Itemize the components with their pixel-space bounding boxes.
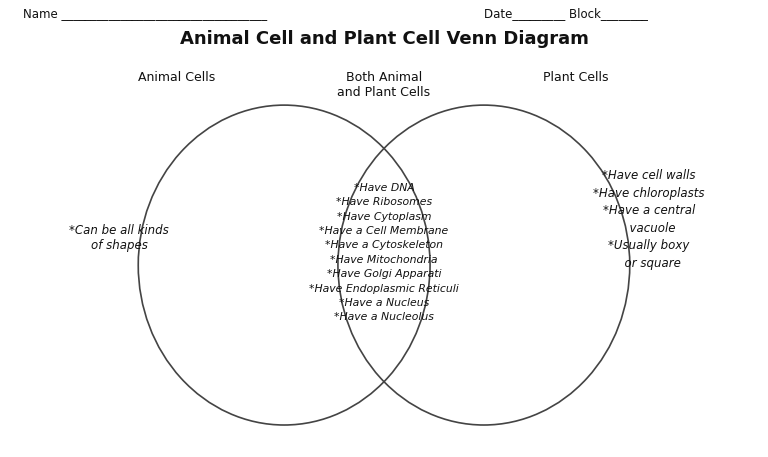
- Text: Plant Cells: Plant Cells: [543, 71, 609, 84]
- Text: *Can be all kinds
of shapes: *Can be all kinds of shapes: [69, 223, 169, 252]
- Text: Animal Cell and Plant Cell Venn Diagram: Animal Cell and Plant Cell Venn Diagram: [180, 30, 588, 48]
- Text: Both Animal
and Plant Cells: Both Animal and Plant Cells: [337, 71, 431, 99]
- Text: Date_________ Block________: Date_________ Block________: [484, 7, 647, 20]
- Text: *Have cell walls
*Have chloroplasts
*Have a central
  vacuole
*Usually boxy
  or: *Have cell walls *Have chloroplasts *Hav…: [593, 169, 705, 270]
- Text: Name ___________________________________: Name ___________________________________: [23, 7, 267, 20]
- Text: Animal Cells: Animal Cells: [138, 71, 215, 84]
- Text: *Have DNA
*Have Ribosomes
*Have Cytoplasm
*Have a Cell Membrane
*Have a Cytoskel: *Have DNA *Have Ribosomes *Have Cytoplas…: [310, 183, 458, 322]
